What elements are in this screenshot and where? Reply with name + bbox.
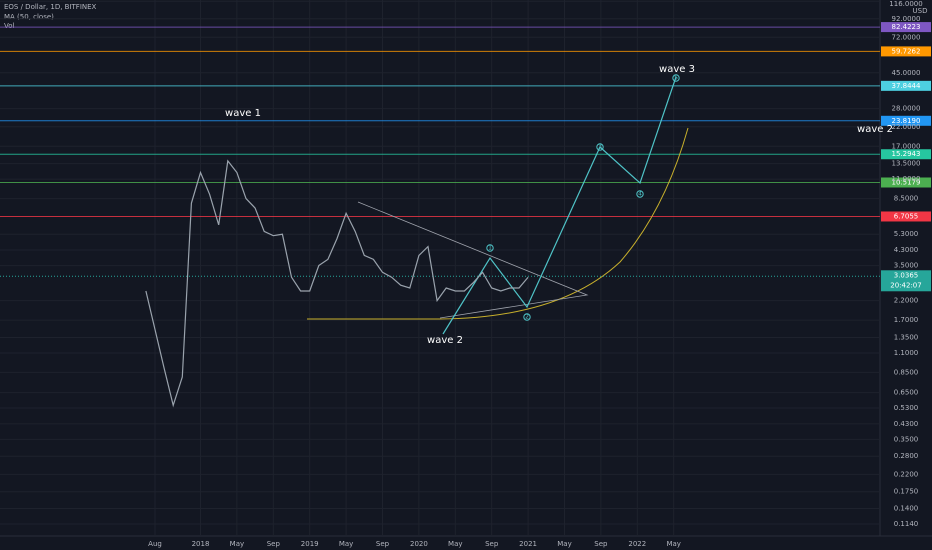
y-tick-label: 1.1000 bbox=[894, 349, 919, 357]
indicator: MA (50, close) bbox=[4, 13, 54, 21]
price-tag bbox=[881, 211, 931, 222]
y-tick-label: 0.6500 bbox=[894, 389, 919, 397]
price-tag-label: 10.5179 bbox=[892, 179, 921, 187]
wave-path bbox=[442, 76, 677, 335]
annotation: wave 2 bbox=[857, 124, 893, 135]
levels: 82.4223 59.7262 37.8444 23.8190 15.2943 10.51… bbox=[0, 22, 931, 222]
symbol: EOS / Dollar, 1D, BITFINEX bbox=[4, 3, 97, 11]
y-tick-label: 0.1400 bbox=[894, 505, 919, 513]
y-tick-label: 22.0000 bbox=[892, 123, 921, 131]
countdown: 20:42:07 bbox=[890, 281, 921, 289]
x-tick-label: Aug bbox=[148, 540, 162, 548]
y-tick-label: 45.0000 bbox=[892, 69, 921, 77]
y-tick-label: 0.5300 bbox=[894, 404, 919, 412]
currency: USD bbox=[913, 7, 928, 15]
marker bbox=[486, 244, 494, 252]
volume-label: Vol bbox=[4, 22, 15, 30]
y-tick-label: 116.0000 bbox=[889, 0, 922, 8]
price-tag bbox=[881, 115, 931, 126]
price-tag bbox=[881, 270, 931, 292]
x-tick-label: 2022 bbox=[628, 540, 646, 548]
x-tick-label: Sep bbox=[594, 540, 608, 548]
y-tick-label: 0.3500 bbox=[894, 435, 919, 443]
price-line bbox=[145, 159, 529, 408]
curve bbox=[307, 127, 689, 320]
price-tag bbox=[881, 149, 931, 160]
y-tick-label: 8.5000 bbox=[894, 195, 919, 203]
y-tick-label: 4.3000 bbox=[894, 246, 919, 254]
x-tick-label: May bbox=[666, 540, 680, 548]
y-tick-label: 0.2800 bbox=[894, 452, 919, 460]
y-tick-label: 1.7000 bbox=[894, 316, 919, 324]
price-tag-label: 3.0365 bbox=[894, 271, 919, 279]
y-tick-label: 5.3000 bbox=[894, 230, 919, 238]
annotation: wave 2 bbox=[427, 335, 463, 346]
x-tick-label: May bbox=[557, 540, 571, 548]
price-tag-label: 82.4223 bbox=[892, 23, 921, 31]
price-tag bbox=[881, 80, 931, 91]
marker bbox=[672, 74, 680, 82]
price-tag bbox=[881, 22, 931, 33]
y-tick-label: 0.8500 bbox=[894, 368, 919, 376]
price-tag-label: 15.2943 bbox=[892, 150, 921, 158]
y-tick-label: 11.0000 bbox=[892, 175, 921, 183]
x-tick-label: May bbox=[448, 540, 462, 548]
y-tick-label: 2.2000 bbox=[894, 297, 919, 305]
price-tag-label: 23.8190 bbox=[892, 117, 921, 125]
marker bbox=[596, 143, 604, 151]
x-tick-label: 2019 bbox=[301, 540, 319, 548]
y-tick-label: 28.0000 bbox=[892, 105, 921, 113]
x-tick-label: 2020 bbox=[410, 540, 428, 548]
marker-label: 5 bbox=[674, 75, 678, 82]
x-tick-label: Sep bbox=[485, 540, 499, 548]
marker bbox=[523, 313, 531, 321]
marker-label: 4 bbox=[638, 191, 642, 198]
annotation: wave 3 bbox=[659, 64, 695, 75]
marker-label: 1 bbox=[488, 245, 492, 252]
y-tick-label: 0.2200 bbox=[894, 470, 919, 478]
triangle bbox=[357, 201, 589, 319]
price-tag bbox=[881, 46, 931, 57]
y-tick-label: 0.1750 bbox=[894, 488, 919, 496]
y-tick-label: 1.3500 bbox=[894, 333, 919, 341]
y-tick-label: 92.0000 bbox=[892, 15, 921, 23]
marker-label: 3 bbox=[598, 144, 602, 151]
x-tick-label: 2021 bbox=[519, 540, 537, 548]
x-tick-label: Sep bbox=[376, 540, 390, 548]
y-tick-label: 0.1140 bbox=[894, 520, 919, 528]
x-tick-label: Sep bbox=[267, 540, 281, 548]
x-tick-label: 2018 bbox=[192, 540, 210, 548]
y-tick-label: 0.4300 bbox=[894, 420, 919, 428]
price-tag-label: 6.7055 bbox=[894, 212, 919, 220]
price-tag bbox=[881, 177, 931, 188]
wave-markers: 1 2 3 4 5 bbox=[486, 74, 680, 321]
marker-label: 2 bbox=[525, 314, 529, 321]
annotation: wave 1 bbox=[225, 108, 261, 119]
marker bbox=[636, 190, 644, 198]
price-tag-label: 37.8444 bbox=[892, 82, 921, 90]
y-tick-label: 3.5000 bbox=[894, 262, 919, 270]
x-tick-label: May bbox=[339, 540, 353, 548]
y-tick-label: 17.0000 bbox=[892, 142, 921, 150]
price-tag-label: 59.7262 bbox=[892, 47, 921, 55]
y-tick-label: 72.0000 bbox=[892, 33, 921, 41]
grid bbox=[0, 0, 880, 536]
y-tick-label: 13.5000 bbox=[892, 160, 921, 168]
x-tick-label: May bbox=[230, 540, 244, 548]
